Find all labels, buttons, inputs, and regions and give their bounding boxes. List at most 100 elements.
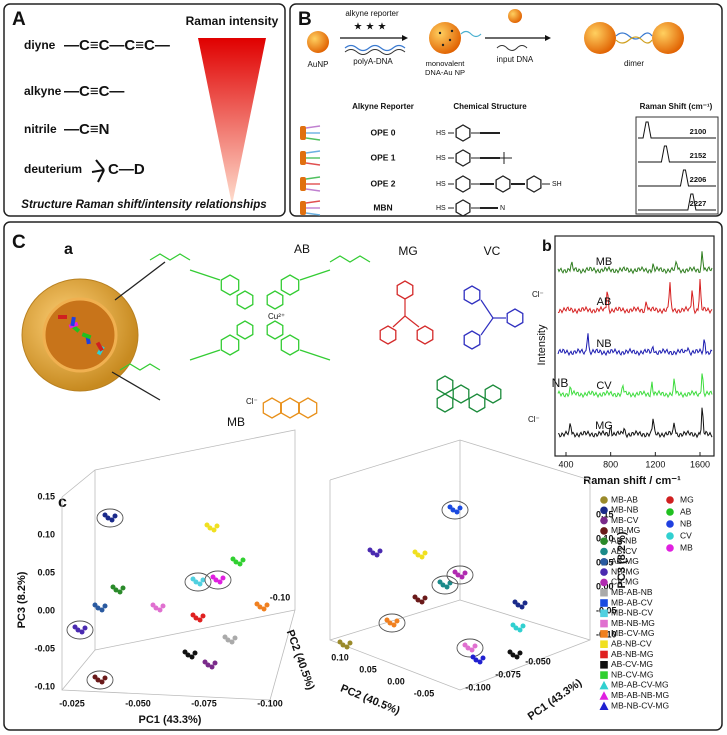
pca-point (415, 552, 421, 558)
dna-duplex (615, 32, 653, 40)
reporter-name: MBN (373, 202, 392, 212)
ring (436, 375, 454, 395)
bond (91, 169, 105, 173)
table-header: Chemical Structure (453, 102, 527, 111)
cluster-ring (456, 638, 484, 658)
pca-point (522, 600, 528, 606)
molecule-name: AB (294, 242, 310, 256)
legend-marker (600, 527, 608, 535)
bond (480, 299, 494, 319)
y-tick-label: -0.05 (414, 688, 435, 698)
pca-point (95, 605, 101, 611)
counterion: Cl⁻ (532, 290, 544, 299)
callout-line (111, 371, 161, 401)
z-tick-label: 0.00 (37, 605, 55, 615)
legend-label: NB-MG (611, 566, 639, 576)
x-tick-label: 800 (603, 459, 618, 469)
ring (266, 320, 284, 340)
peak-shift: 2227 (690, 199, 707, 208)
pca-point (209, 664, 215, 670)
dna-strand (496, 45, 528, 51)
pca-point (214, 523, 220, 529)
counterion: Cl⁻ (528, 415, 540, 424)
pca-point (480, 655, 486, 661)
axis-box (61, 429, 296, 701)
legend-marker (600, 640, 608, 648)
legend-marker (600, 568, 608, 576)
x-tick-label: -0.100 (465, 682, 491, 692)
legend-label: MB-NB-MG (611, 618, 655, 628)
group-formula: C—D (108, 161, 145, 178)
pca-point (257, 604, 263, 610)
pca-point (469, 647, 475, 653)
nitrogen-label: N (500, 205, 505, 212)
pca-point (261, 606, 267, 612)
pca-point (95, 677, 101, 683)
legend-label: AB-NB (611, 535, 637, 545)
legend-marker (666, 520, 674, 528)
legend-marker (600, 609, 608, 618)
pca-point (217, 579, 223, 585)
spectra-box (635, 116, 719, 215)
pca-point (264, 602, 270, 608)
reporter-strand (305, 200, 321, 204)
ring (455, 199, 471, 217)
dna-au-np (429, 22, 461, 54)
dye-molecule (58, 315, 67, 319)
y-tick-label: 0.00 (387, 676, 405, 686)
pca-point (79, 629, 85, 635)
intensity-wedge (198, 38, 266, 205)
legend-marker (600, 506, 608, 515)
ring (416, 325, 434, 345)
pca-point (422, 550, 428, 556)
pca-point (520, 623, 526, 629)
thiol-label: HS (436, 205, 446, 212)
pca-point (515, 602, 521, 608)
bond (189, 269, 221, 281)
spectrum-label: CV (596, 380, 612, 392)
reporter-peak (638, 193, 716, 211)
axis-box (459, 599, 591, 641)
pca-point (387, 620, 393, 626)
pca-point (102, 675, 108, 681)
legend-label: MB-NB-CV-MG (611, 700, 669, 710)
bond (97, 169, 105, 183)
arrowhead (545, 35, 551, 41)
reporter-peak (638, 121, 716, 139)
z-axis-label: PC3 (8.2%) (616, 531, 628, 588)
spectra-frame (554, 235, 715, 457)
legend-marker (600, 537, 608, 545)
legend-label: AB-CV (611, 546, 637, 556)
spectrum (557, 251, 713, 275)
legend-marker (600, 547, 608, 556)
x-tick-label: -0.075 (191, 698, 217, 708)
legend-marker (600, 599, 608, 607)
legend-label: MB-AB-NB-MG (611, 690, 669, 700)
legend-label: AB-CV-MG (611, 659, 653, 669)
legend-marker (666, 544, 674, 552)
pca-point (113, 587, 119, 593)
pca-point (444, 584, 450, 590)
ring (396, 280, 414, 300)
x-tick-label: 400 (558, 459, 573, 469)
star: ★ (366, 22, 375, 33)
dye-molecule (81, 332, 92, 340)
side-chain (119, 363, 161, 371)
pca-point (192, 650, 198, 656)
x-tick-label: -0.050 (125, 698, 151, 708)
peak-shift: 2100 (690, 127, 707, 136)
cluster-ring (378, 613, 406, 633)
ring (455, 175, 471, 193)
dna-strand (344, 49, 406, 55)
thiol-label: HS (436, 130, 446, 137)
group-formula: —C≡N (64, 121, 109, 138)
ring (236, 290, 254, 310)
pca-point (462, 570, 468, 576)
axis-box (329, 440, 461, 641)
spectrum (557, 278, 713, 315)
legend-marker (666, 496, 674, 504)
reporter-stub (300, 177, 306, 191)
legend-label: CV (680, 530, 692, 540)
panel-a-frame (3, 3, 286, 217)
pca-point (82, 625, 88, 631)
